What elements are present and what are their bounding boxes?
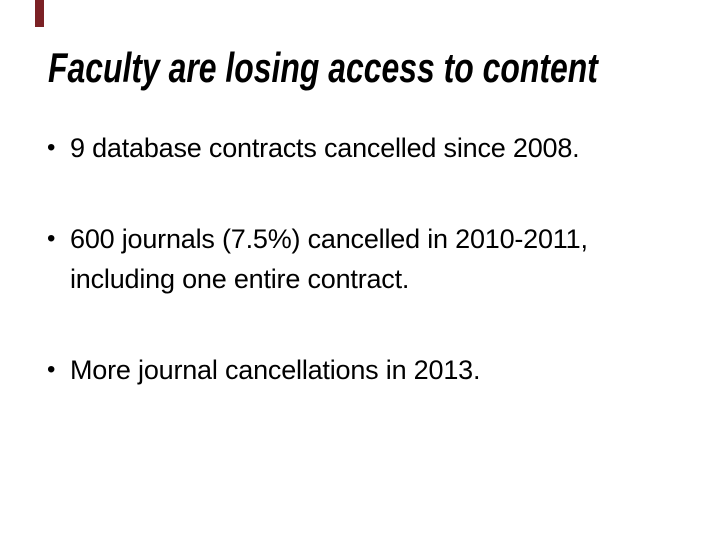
bullet-marker: • (47, 134, 56, 161)
bullet-text: 9 database contracts cancelled since 200… (70, 133, 580, 163)
bullet-marker: • (47, 356, 56, 383)
bullet-list: • 9 database contracts cancelled since 2… (47, 128, 677, 390)
bullet-text: More journal cancellations in 2013. (70, 355, 481, 385)
bullet-text: 600 journals (7.5%) cancelled in 2010-20… (70, 224, 588, 254)
bullet-item-2: • 600 journals (7.5%) cancelled in 2010-… (47, 219, 677, 299)
slide-title: Faculty are losing access to content (48, 44, 598, 91)
bullet-item-3: • More journal cancellations in 2013. (47, 350, 677, 390)
accent-bar (35, 0, 44, 27)
bullet-text-continued: including one entire contract. (70, 264, 410, 294)
bullet-marker: • (47, 225, 56, 252)
bullet-item-1: • 9 database contracts cancelled since 2… (47, 128, 677, 168)
